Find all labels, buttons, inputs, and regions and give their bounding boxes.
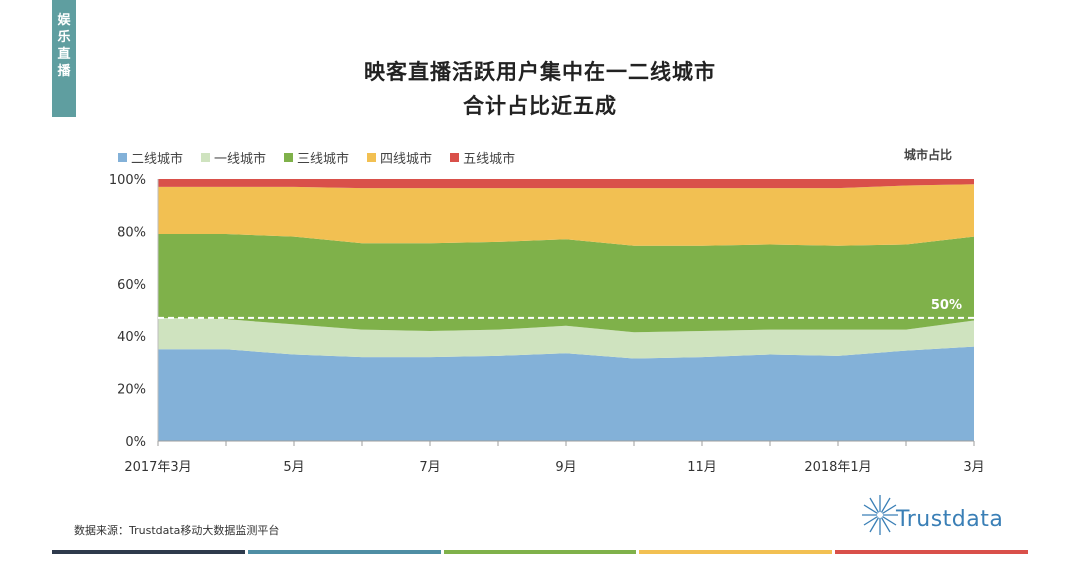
unit-label: 城市占比 (904, 148, 953, 162)
y-tick-label: 40% (117, 330, 146, 345)
legend-label: 五线城市 (463, 152, 516, 167)
legend-swatch (367, 153, 377, 162)
chart-subtitle: 合计占比近五成 (463, 94, 617, 118)
section-tag: 娱 乐 直 播 (52, 0, 76, 117)
legend-swatch (450, 153, 460, 162)
legend-item-tier4: 四线城市 (367, 148, 432, 167)
legend-item-tier1: 一线城市 (201, 148, 266, 167)
y-tick-label: 20% (117, 383, 146, 398)
y-tick-label: 0% (125, 435, 146, 450)
legend-swatch (284, 153, 294, 162)
legend-label: 一线城市 (214, 152, 267, 167)
series-area-2 (158, 317, 974, 359)
y-tick-label: 80% (117, 225, 146, 240)
footer-color-bars (52, 550, 1028, 554)
footer-bar (247, 550, 441, 554)
legend-label: 四线城市 (380, 152, 433, 167)
legend-item-tier5: 五线城市 (450, 148, 515, 167)
legend-swatch (118, 153, 127, 162)
footer-bar (52, 550, 245, 554)
source-note: 数据来源：Trustdata移动大数据监测平台 (74, 524, 280, 537)
series-area-5 (158, 179, 974, 189)
annotation-label: 50% (931, 298, 962, 313)
legend-swatch (201, 153, 211, 162)
x-tick-label: 2017年3月 (124, 460, 191, 475)
y-tick-label: 100% (109, 173, 146, 188)
x-tick-label: 11月 (687, 460, 717, 475)
section-tag-char: 播 (57, 64, 71, 79)
x-tick-label: 9月 (555, 460, 576, 475)
section-tag-char: 娱 (57, 13, 71, 28)
legend-label: 二线城市 (131, 152, 184, 167)
y-tick-label: 60% (117, 278, 146, 293)
x-tick-label: 3月 (963, 460, 984, 475)
legend-item-tier3: 三线城市 (284, 148, 349, 167)
section-tag-char: 直 (57, 47, 71, 62)
chart-title: 映客直播活跃用户集中在一二线城市 (364, 60, 716, 84)
series-area-1 (158, 346, 974, 441)
x-tick-label: 7月 (419, 460, 440, 475)
legend-label: 三线城市 (297, 152, 350, 167)
logo-text: Trustdata (896, 507, 1004, 532)
section-tag-char: 乐 (57, 30, 71, 45)
series-area-4 (158, 184, 974, 246)
chart-legend: 二线城市 一线城市 三线城市 四线城市 五线城市 (118, 148, 533, 167)
trustdata-logo-icon (862, 495, 898, 535)
footer-bar (835, 550, 1028, 554)
x-tick-label: 2018年1月 (804, 460, 871, 475)
legend-item-tier2: 二线城市 (118, 148, 183, 167)
series-area-3 (158, 234, 974, 333)
x-tick-label: 5月 (283, 460, 304, 475)
footer-bar (639, 550, 833, 554)
footer-bar (443, 550, 637, 554)
